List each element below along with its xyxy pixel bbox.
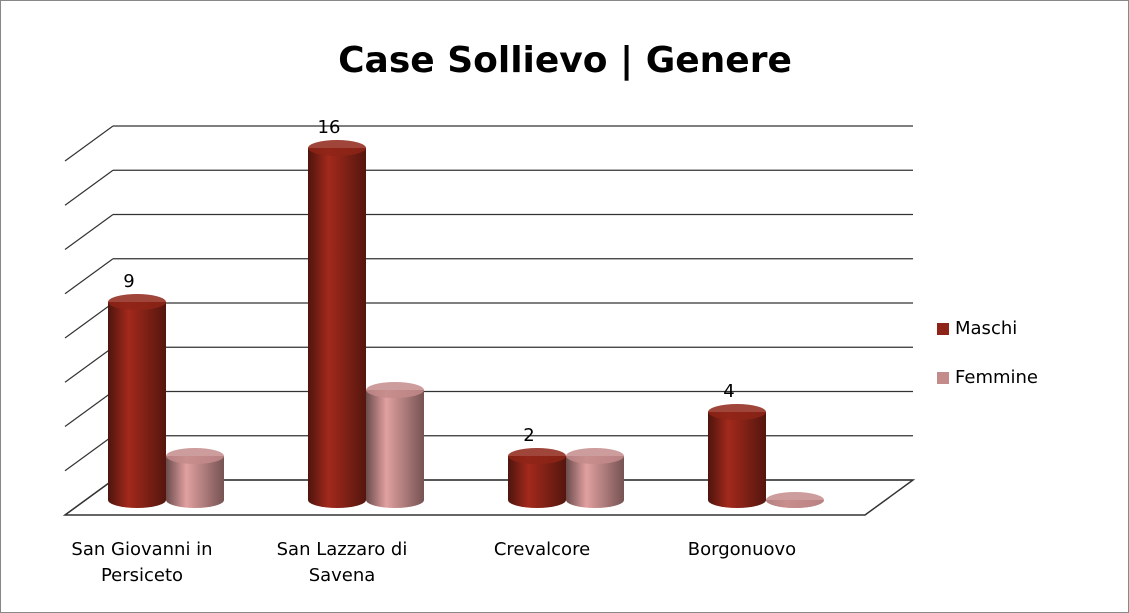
- grid-line-side: [64, 346, 114, 383]
- grid-line-side: [64, 125, 114, 162]
- data-label: 2: [523, 425, 534, 446]
- grid-line-side: [64, 391, 114, 427]
- legend-swatch: [937, 323, 949, 335]
- bar: [308, 140, 366, 508]
- cylinder-body: [308, 148, 366, 508]
- bar: [766, 492, 824, 508]
- cylinder-top: [708, 404, 766, 420]
- grid-line-side: [64, 479, 114, 516]
- bar: [366, 382, 424, 508]
- cylinder-top: [508, 448, 566, 464]
- cylinder-body: [508, 456, 566, 508]
- grid-line-side: [64, 258, 114, 295]
- x-tick-label: San Lazzaro di Savena: [276, 539, 408, 586]
- bar: [166, 448, 224, 508]
- bar: [566, 448, 624, 508]
- grid-line-side: [64, 169, 114, 206]
- x-tick-label: Borgonuovo: [687, 539, 797, 560]
- legend-swatch: [937, 372, 949, 384]
- bar: [708, 404, 766, 508]
- cylinder-top: [166, 448, 224, 464]
- cylinder-top: [108, 294, 166, 310]
- bar: [508, 448, 566, 508]
- x-tick-label: San Giovanni in Persiceto: [71, 539, 213, 586]
- x-tick-label: Crevalcore: [493, 539, 591, 560]
- grid-line-side: [64, 214, 114, 250]
- legend-label: Femmine: [955, 367, 1038, 388]
- cylinder-body: [108, 302, 166, 508]
- grid-line-side: [64, 302, 114, 339]
- cylinder-body: [566, 456, 624, 508]
- cylinder-top: [308, 140, 366, 156]
- cylinder-body: [366, 390, 424, 508]
- chart-title: Case Sollievo | Genere: [338, 40, 792, 81]
- cylinder-top: [366, 382, 424, 398]
- cylinder-body: [708, 412, 766, 508]
- cylinder-top: [566, 448, 624, 464]
- legend-label: Maschi: [955, 318, 1017, 339]
- cylinder-body: [166, 456, 224, 508]
- data-label: 4: [723, 381, 734, 402]
- data-label: 16: [318, 117, 341, 138]
- data-label: 9: [123, 271, 134, 292]
- grid-line-side: [64, 435, 114, 472]
- cylinder-top: [766, 492, 824, 508]
- bar: [108, 294, 166, 508]
